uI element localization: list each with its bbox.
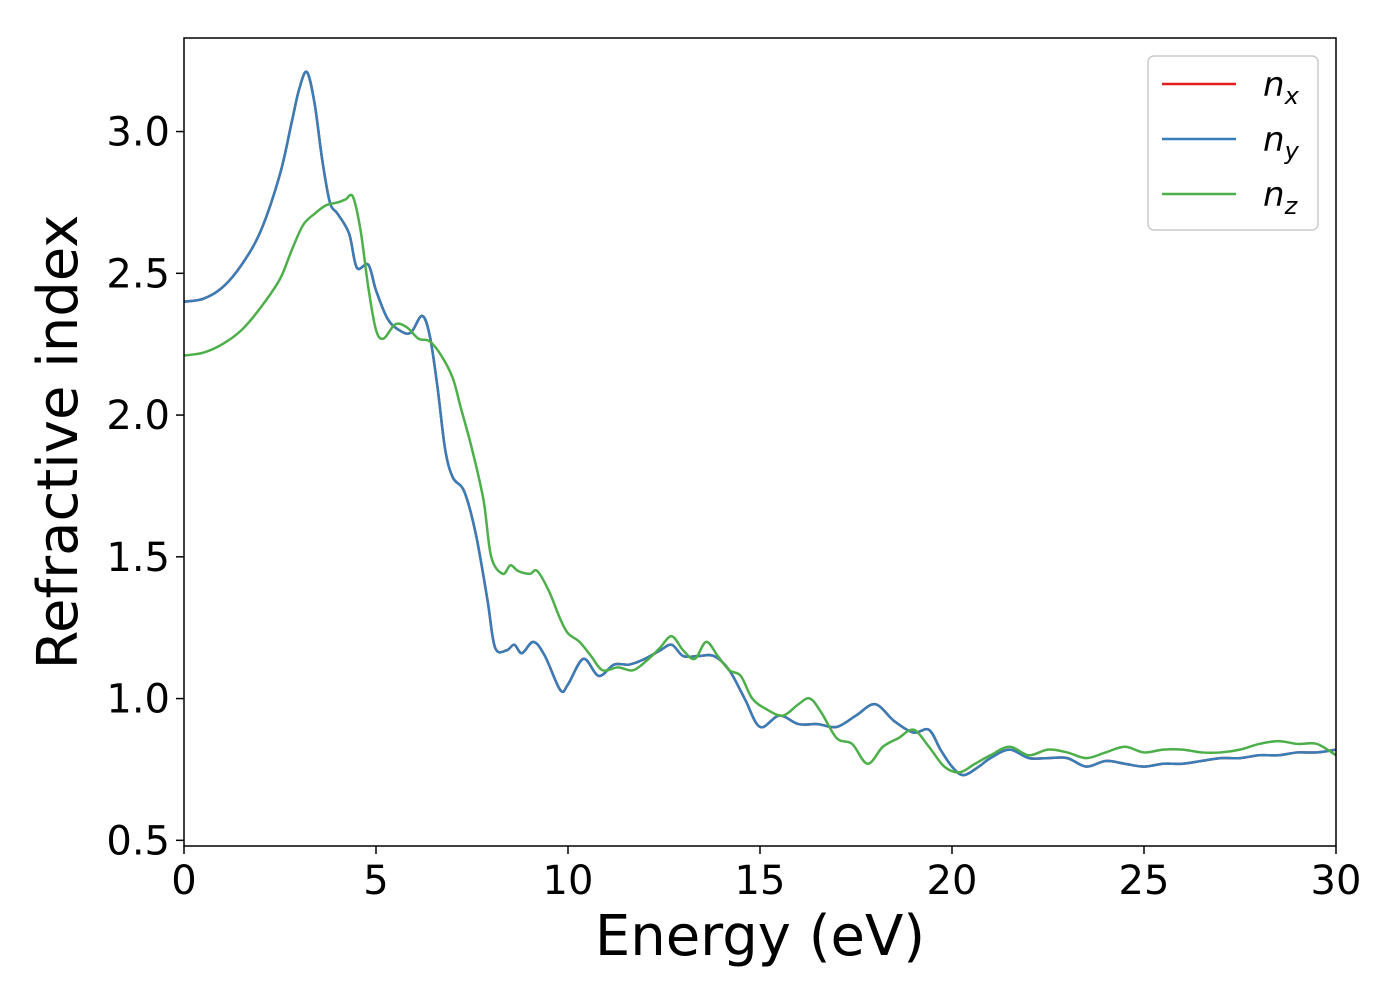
y-axis-label: Refractive index — [26, 215, 91, 670]
y-axis-ticks: 0.5 1.0 1.5 2.0 2.5 3.0 — [106, 110, 184, 864]
y-tick-label: 2.5 — [106, 251, 170, 297]
y-tick-label: 0.5 — [106, 818, 170, 864]
legend-label-nx: nx — [1263, 65, 1300, 110]
x-tick-label: 15 — [735, 858, 786, 904]
y-tick-label: 1.0 — [106, 677, 170, 723]
x-tick-label: 25 — [1119, 858, 1170, 904]
x-axis-label: Energy (eV) — [595, 904, 925, 969]
legend-box — [1147, 55, 1319, 231]
series-line-n-z — [184, 193, 1336, 774]
y-tick-label: 1.5 — [106, 535, 170, 581]
series-layer — [184, 70, 1336, 777]
legend: nx ny nz — [1147, 55, 1319, 231]
x-tick-label: 0 — [171, 858, 196, 904]
x-tick-label: 20 — [927, 858, 978, 904]
series-line-n-y — [184, 70, 1336, 777]
x-axis-ticks: 0 5 10 15 20 25 30 — [171, 846, 1361, 904]
y-tick-label: 2.0 — [106, 393, 170, 439]
legend-label-ny: ny — [1263, 120, 1300, 165]
x-tick-label: 30 — [1311, 858, 1362, 904]
x-tick-label: 5 — [363, 858, 388, 904]
x-tick-label: 10 — [543, 858, 594, 904]
y-tick-label: 3.0 — [106, 110, 170, 156]
legend-label-nz: nz — [1263, 175, 1299, 220]
